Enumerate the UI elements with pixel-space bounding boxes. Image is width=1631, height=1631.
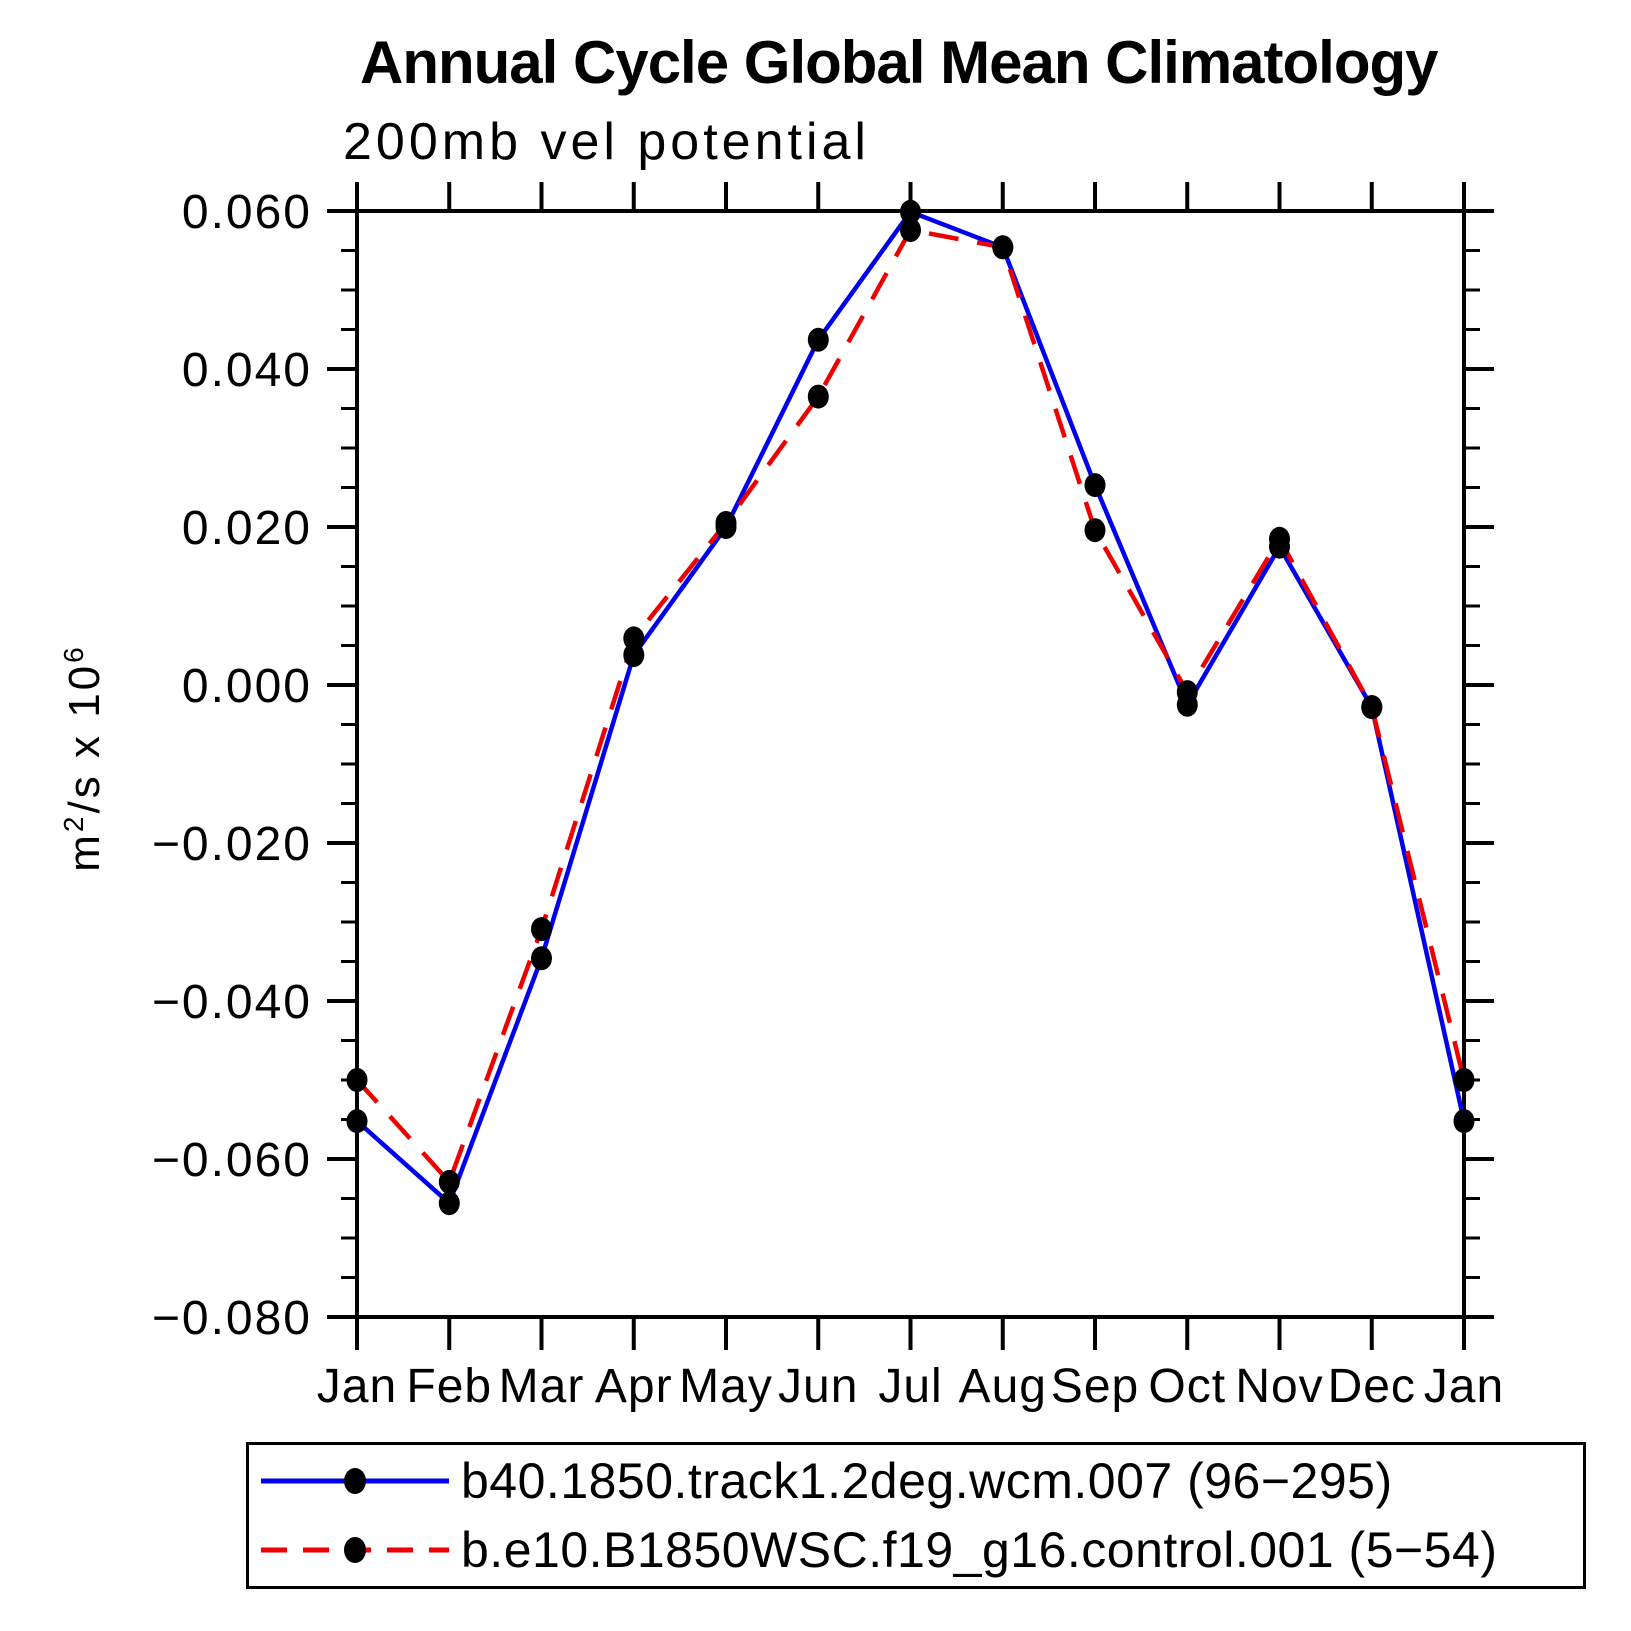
x-tick-label: Jun [778,1360,858,1413]
legend-sample-dashed-line-icon [261,1537,449,1563]
x-tick-label: Dec [1328,1360,1416,1413]
data-point-marker [900,218,921,242]
data-point-marker [438,1191,460,1216]
data-point-marker [346,1109,368,1134]
data-point-marker [715,511,737,535]
data-point-marker [1084,473,1106,498]
data-point-marker [623,643,645,667]
chart-subtitle: 200mb vel potential [343,113,870,171]
y-tick-label: 0.020 [182,502,312,555]
data-point-marker [1361,695,1383,720]
y-tick-label: −0.060 [152,1134,312,1187]
y-tick-label: 0.060 [182,186,312,239]
x-tick-label: Mar [499,1360,585,1413]
legend: b40.1850.track1.2deg.wcm.007 (96−295) b.… [246,1442,1586,1589]
data-point-marker [346,1068,368,1092]
series-line-2 [355,227,1467,1185]
x-tick-label: Jan [317,1360,397,1413]
x-tick-label: Jul [878,1360,942,1413]
x-tick-label: May [679,1360,773,1413]
data-point-marker [1453,1109,1475,1134]
data-point-marker [992,235,1014,260]
y-tick-label: −0.080 [152,1292,312,1345]
data-point-marker [1453,1068,1475,1092]
x-tick-label: Feb [406,1360,492,1413]
series-line-1 [355,209,1467,1206]
x-tick-label: Oct [1148,1360,1226,1413]
data-point-marker [531,917,552,942]
data-point-marker [807,384,829,409]
legend-row: b.e10.B1850WSC.f19_g16.control.001 (5−54… [249,1517,1583,1583]
legend-marker [344,1537,366,1563]
legend-label-series-2: b.e10.B1850WSC.f19_g16.control.001 (5−54… [461,1522,1498,1578]
data-point-marker [438,1169,460,1194]
data-point-marker [623,626,645,651]
data-point-marker [1176,680,1198,705]
legend-row: b40.1850.track1.2deg.wcm.007 (96−295) [249,1448,1583,1514]
chart-title: Annual Cycle Global Mean Climatology [360,29,1439,96]
legend-sample-solid-line-icon [261,1468,449,1494]
data-point-marker [900,199,921,224]
y-tick-label: −0.040 [152,976,312,1029]
data-point-marker [531,946,552,971]
x-tick-label: Sep [1051,1360,1139,1413]
data-point-marker [1084,518,1106,543]
x-tick-label: Aug [959,1360,1047,1413]
y-tick-label: 0.000 [182,660,312,713]
legend-label-series-1: b40.1850.track1.2deg.wcm.007 (96−295) [461,1453,1393,1509]
y-tick-label: −0.020 [152,818,312,871]
x-tick-label: Apr [595,1360,673,1413]
plot-frame [355,209,1466,1319]
data-point-marker [1269,526,1290,551]
legend-marker [344,1468,366,1494]
y-tick-label: 0.040 [182,344,312,397]
data-point-marker [807,327,829,352]
x-tick-label: Nov [1235,1360,1323,1413]
x-tick-label: Jan [1424,1360,1504,1413]
